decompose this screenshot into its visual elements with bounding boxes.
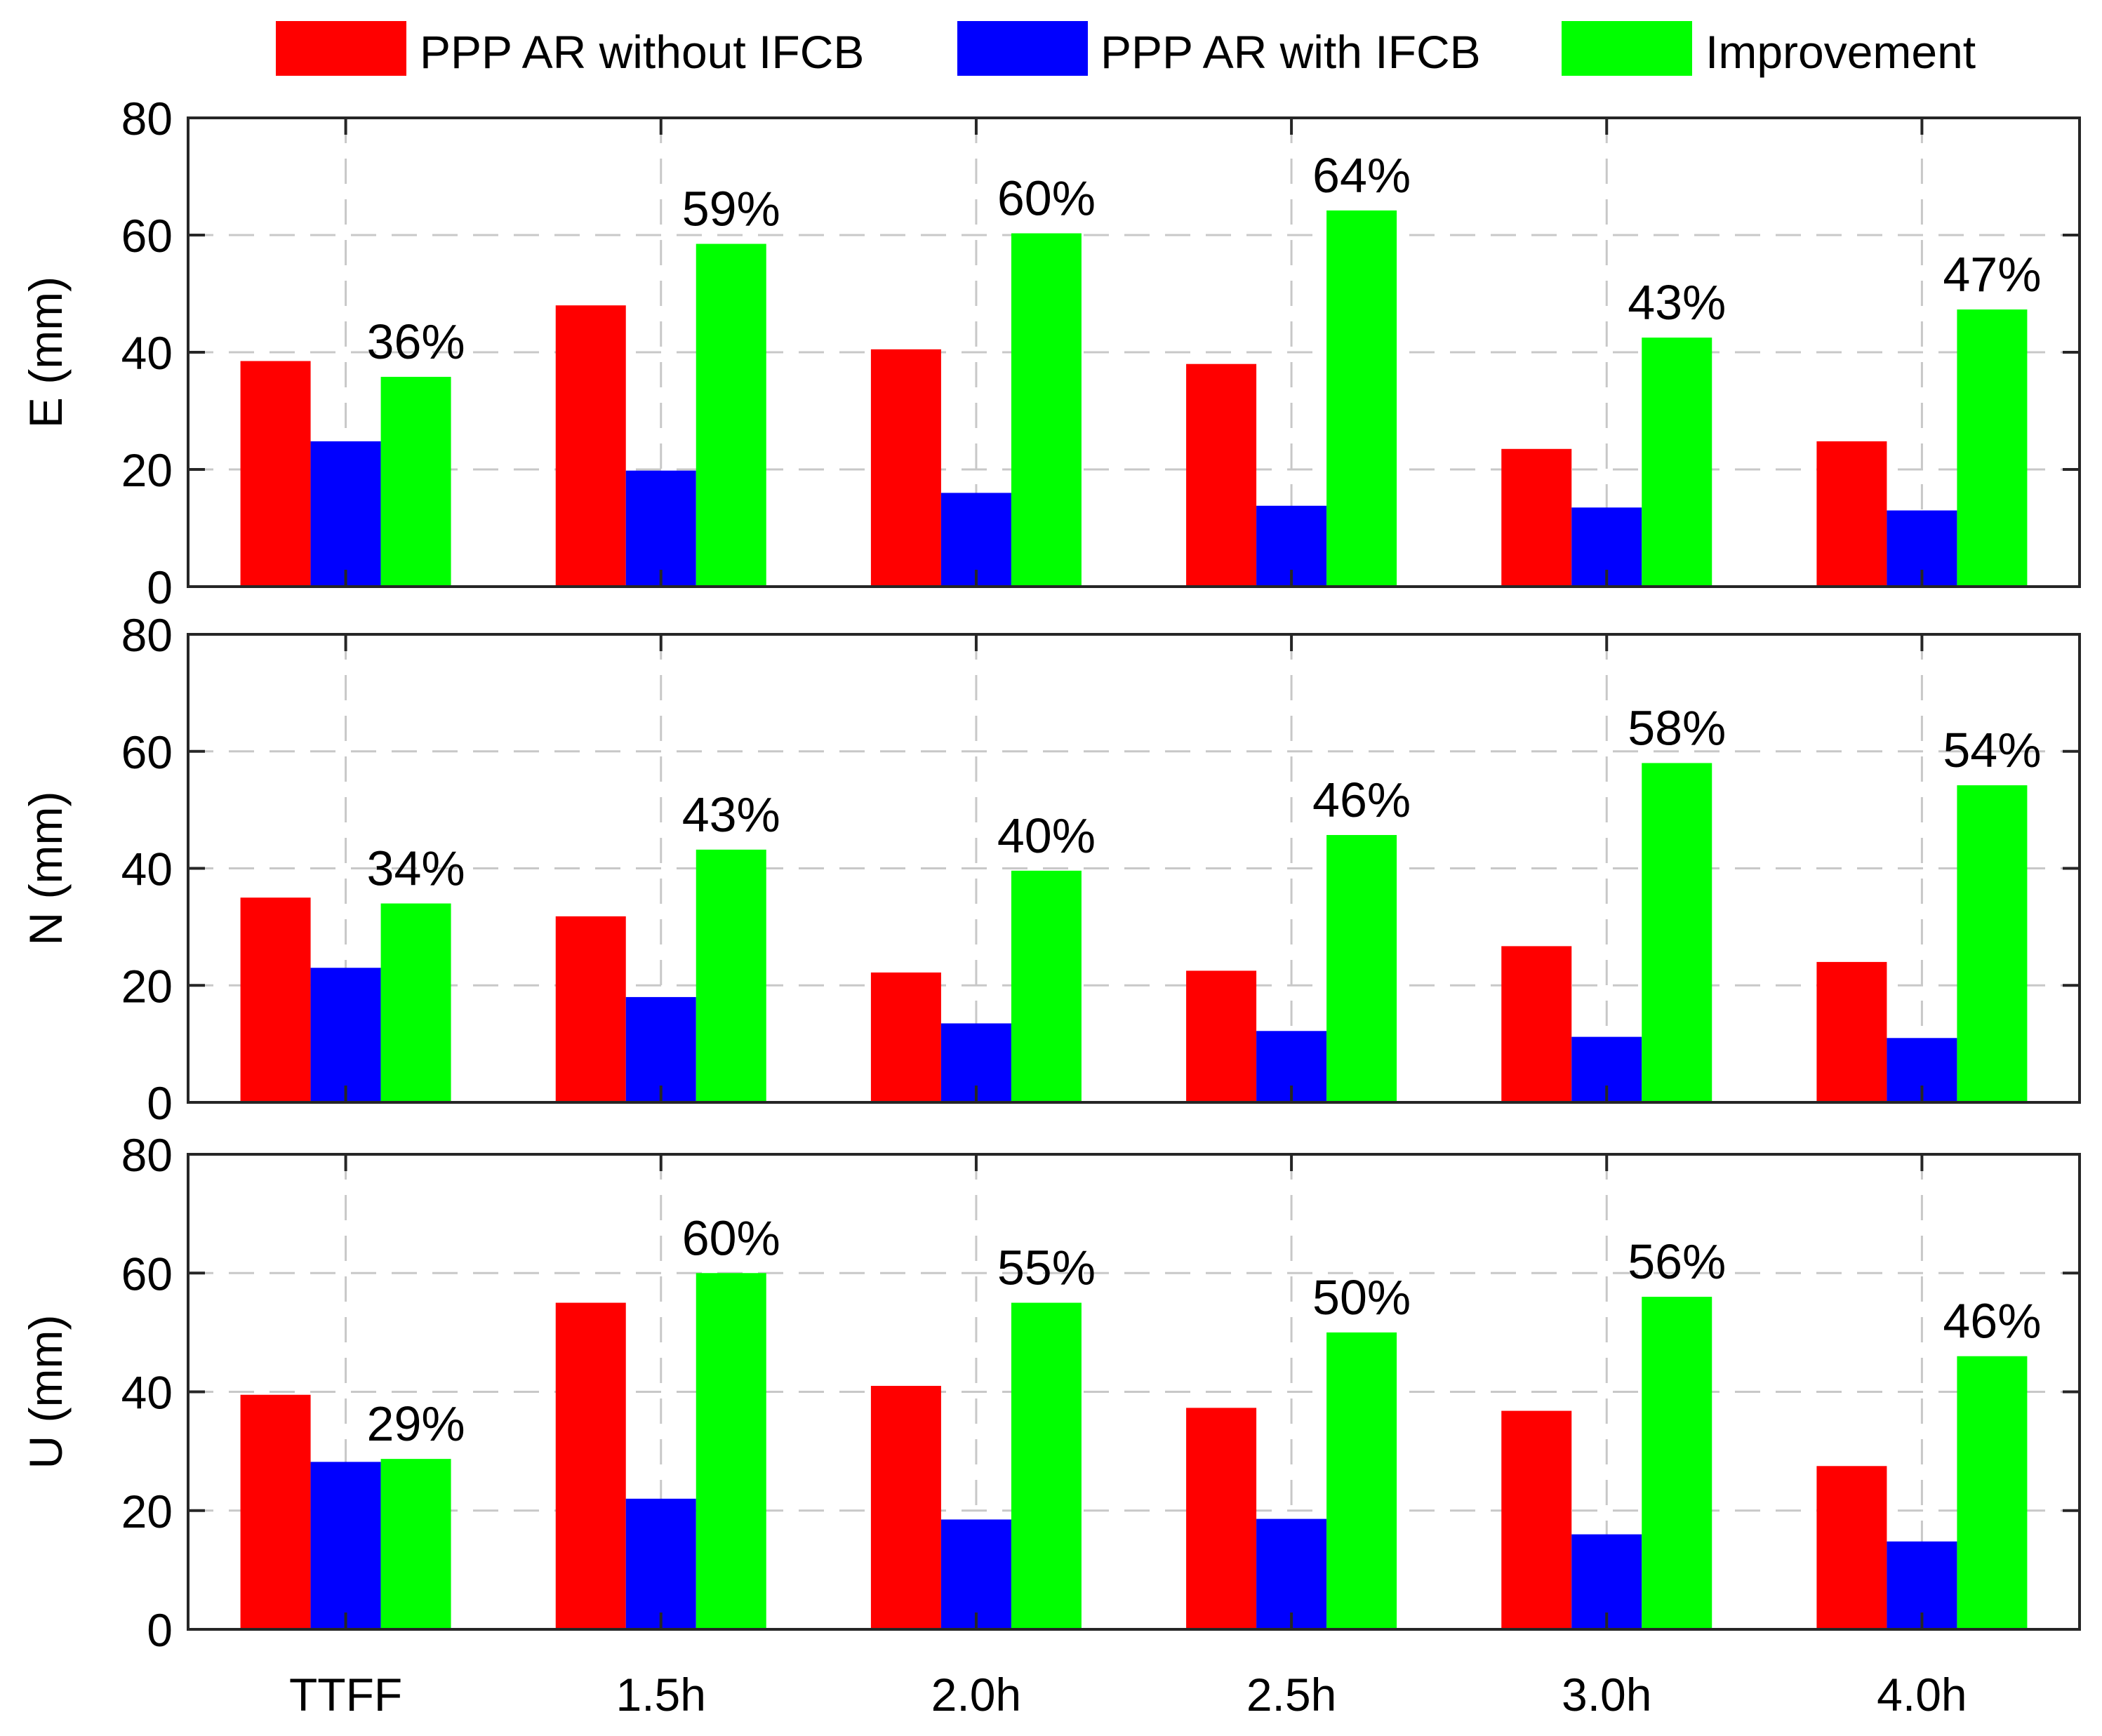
y-tick-label: 40: [121, 843, 173, 895]
data-label: 56%: [1628, 1234, 1726, 1289]
y-tick-label: 60: [121, 726, 173, 778]
data-label: 47%: [1943, 247, 2041, 302]
x-tick-label: TTFF: [289, 1669, 402, 1721]
bar-improvement-TTFF: [380, 1459, 451, 1629]
x-tick-label: 3.0h: [1562, 1669, 1651, 1721]
bar-improvement-1.5h: [696, 243, 766, 587]
bar-improvement-1.5h: [696, 1273, 766, 1629]
x-tick-label: 4.0h: [1877, 1669, 1967, 1721]
y-tick-label: 60: [121, 210, 173, 262]
bar-ppp-ar-with-ifcb-1.5h: [625, 996, 696, 1102]
bar-ppp-ar-without-ifcb-1.5h: [555, 1302, 626, 1629]
y-tick-label: 20: [121, 960, 173, 1012]
data-label: 46%: [1943, 1294, 2041, 1349]
panel-e: 36% 59% 60% 64% 43% 47% 0 20 40 60 80 E (mm): [20, 93, 2081, 613]
legend: PPP AR without IFCB PPP AR with IFCB Imp…: [276, 21, 1976, 78]
data-label: 40%: [997, 808, 1096, 863]
legend-label-improvement: Improvement: [1705, 26, 1976, 78]
data-label: 36%: [367, 314, 465, 369]
bar-improvement-3.0h: [1642, 338, 1712, 587]
bar-ppp-ar-without-ifcb-2.5h: [1186, 1408, 1257, 1629]
y-axis-label: E (mm): [20, 276, 72, 428]
data-label: 54%: [1943, 723, 2041, 777]
bar-improvement-4.0h: [1957, 309, 2028, 587]
chart-panels: 36% 59% 60% 64% 43% 47% 0 20 40 60 80 E (mm) 34% 43% 4…: [20, 93, 2081, 1721]
bar-ppp-ar-without-ifcb-TTFF: [240, 1394, 311, 1629]
y-tick-label: 80: [121, 93, 173, 145]
y-tick-label: 40: [121, 327, 173, 379]
bar-ppp-ar-with-ifcb-1.5h: [625, 1498, 696, 1629]
y-tick-label: 0: [147, 1077, 173, 1129]
x-tick-label: 2.0h: [931, 1669, 1021, 1721]
data-label: 43%: [1628, 275, 1726, 330]
legend-swatch-with-ifcb: [957, 21, 1088, 76]
y-tick-label: 80: [121, 609, 173, 661]
bar-improvement-2.0h: [1011, 233, 1082, 587]
panel-n: 34% 43% 40% 46% 58% 54% 0 20 40 60 80 N (mm): [20, 609, 2081, 1129]
bar-ppp-ar-without-ifcb-2.0h: [870, 349, 941, 587]
bar-improvement-4.0h: [1957, 785, 2028, 1102]
bar-improvement-2.5h: [1326, 210, 1397, 587]
bar-ppp-ar-without-ifcb-3.0h: [1501, 946, 1572, 1102]
bar-ppp-ar-with-ifcb-TTFF: [310, 968, 381, 1102]
data-label: 46%: [1312, 773, 1411, 827]
y-tick-label: 0: [147, 561, 173, 613]
bar-improvement-TTFF: [380, 377, 451, 587]
bar-ppp-ar-without-ifcb-TTFF: [240, 897, 311, 1102]
y-tick-label: 40: [121, 1367, 173, 1419]
y-tick-label: 60: [121, 1248, 173, 1300]
y-tick-label: 80: [121, 1129, 173, 1181]
bar-ppp-ar-with-ifcb-2.5h: [1256, 1518, 1327, 1629]
x-tick-label: 2.5h: [1246, 1669, 1336, 1721]
y-tick-label: 20: [121, 1485, 173, 1537]
bar-improvement-3.0h: [1642, 763, 1712, 1102]
y-axis-label: U (mm): [20, 1315, 72, 1469]
bar-ppp-ar-without-ifcb-4.0h: [1816, 1466, 1887, 1629]
bar-improvement-2.5h: [1326, 1332, 1397, 1629]
bar-ppp-ar-with-ifcb-2.0h: [940, 1519, 1011, 1629]
bar-improvement-2.0h: [1011, 1302, 1082, 1629]
data-label: 60%: [997, 171, 1096, 225]
bar-ppp-ar-without-ifcb-2.5h: [1186, 363, 1257, 587]
bar-ppp-ar-without-ifcb-1.5h: [555, 916, 626, 1102]
bar-ppp-ar-without-ifcb-3.0h: [1501, 448, 1572, 587]
panel-u: 29% 60% 55% 50% 56% 46% 0 20 40 60 80 U (mm) TTFF 1.5…: [20, 1129, 2081, 1721]
data-label: 64%: [1312, 148, 1411, 203]
bar-improvement-TTFF: [380, 903, 451, 1102]
bar-improvement-1.5h: [696, 849, 766, 1102]
legend-swatch-without-ifcb: [276, 21, 406, 76]
bar-improvement-2.0h: [1011, 870, 1082, 1102]
bar-ppp-ar-without-ifcb-3.0h: [1501, 1410, 1572, 1629]
bar-ppp-ar-with-ifcb-1.5h: [625, 470, 696, 587]
bar-ppp-ar-without-ifcb-2.0h: [870, 1386, 941, 1629]
bar-ppp-ar-without-ifcb-1.5h: [555, 305, 626, 587]
data-label: 59%: [682, 182, 780, 236]
bar-ppp-ar-without-ifcb-4.0h: [1816, 961, 1887, 1102]
y-axis-label: N (mm): [20, 792, 72, 946]
bar-ppp-ar-without-ifcb-2.5h: [1186, 970, 1257, 1102]
data-label: 55%: [997, 1241, 1096, 1295]
data-label: 34%: [367, 841, 465, 896]
bar-ppp-ar-with-ifcb-TTFF: [310, 441, 381, 587]
bar-ppp-ar-with-ifcb-TTFF: [310, 1462, 381, 1629]
x-tick-label: 1.5h: [616, 1669, 706, 1721]
data-label: 50%: [1312, 1270, 1411, 1325]
data-label: 43%: [682, 787, 780, 842]
bar-improvement-4.0h: [1957, 1356, 2028, 1629]
legend-label-without-ifcb: PPP AR without IFCB: [420, 26, 864, 78]
legend-swatch-improvement: [1562, 21, 1692, 76]
bar-ppp-ar-without-ifcb-TTFF: [240, 361, 311, 587]
data-label: 29%: [367, 1396, 465, 1451]
bar-ppp-ar-without-ifcb-4.0h: [1816, 441, 1887, 587]
data-label: 58%: [1628, 700, 1726, 755]
y-tick-label: 20: [121, 444, 173, 496]
bar-improvement-2.5h: [1326, 834, 1397, 1102]
legend-label-with-ifcb: PPP AR with IFCB: [1100, 26, 1481, 78]
bar-ppp-ar-without-ifcb-2.0h: [870, 972, 941, 1102]
bar-improvement-3.0h: [1642, 1297, 1712, 1629]
y-tick-label: 0: [147, 1604, 173, 1656]
data-label: 60%: [682, 1210, 780, 1265]
